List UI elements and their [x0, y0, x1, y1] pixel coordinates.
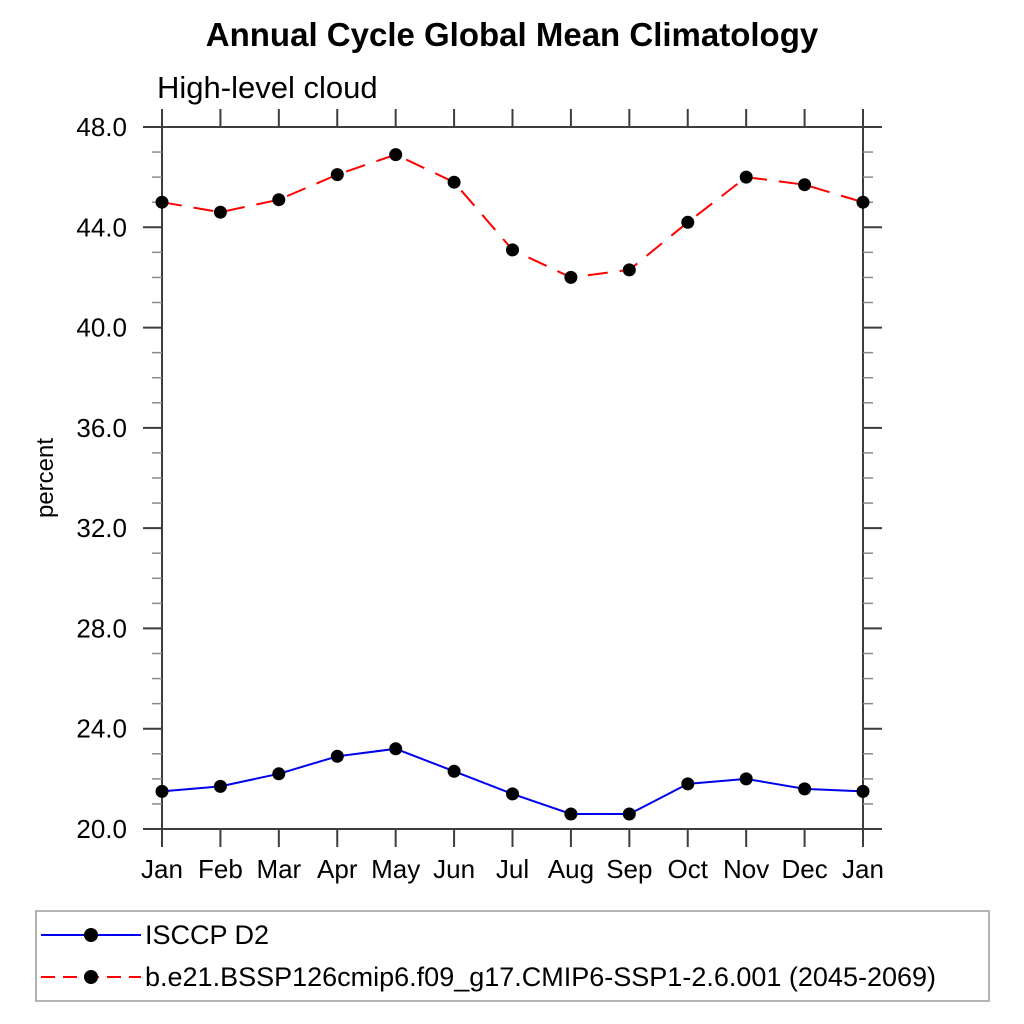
x-tick-label: Feb: [198, 854, 243, 884]
x-tick-label: Jan: [141, 854, 183, 884]
y-tick-label: 44.0: [76, 212, 127, 242]
legend-label-model-run: b.e21.BSSP126cmip6.f09_g17.CMIP6-SSP1-2.…: [145, 961, 937, 992]
data-point-marker-series-0: [681, 777, 695, 791]
y-tick-label: 36.0: [76, 413, 127, 443]
legend-item-isccp-d2: ISCCP D2: [39, 920, 269, 950]
y-tick-label: 32.0: [76, 513, 127, 543]
x-tick-label: Mar: [256, 854, 301, 884]
x-tick-label: Oct: [668, 854, 709, 884]
legend-line-sample-blue: [41, 928, 141, 942]
x-tick-label: Aug: [548, 854, 594, 884]
series-line-1: [161, 153, 864, 279]
data-point-marker-series-0: [155, 784, 169, 798]
data-point-marker-series-1: [798, 178, 812, 192]
data-point-marker-series-0: [213, 779, 227, 793]
data-point-marker-series-1: [389, 148, 403, 162]
x-tick-label: May: [371, 854, 420, 884]
x-tick-label: Sep: [606, 854, 652, 884]
legend-line-sample-red-dashed: [41, 970, 141, 984]
data-point-marker-series-1: [564, 270, 578, 284]
series-line-0: [161, 747, 864, 815]
legend-swatch-marker-0: [84, 928, 98, 942]
y-tick-label: 48.0: [76, 112, 127, 142]
data-point-marker-series-0: [330, 749, 344, 763]
legend-swatch-marker-1: [84, 970, 98, 984]
y-tick-label: 24.0: [76, 714, 127, 744]
data-point-marker-series-0: [622, 807, 636, 821]
legend-item-model-run: b.e21.BSSP126cmip6.f09_g17.CMIP6-SSP1-2.…: [39, 962, 936, 992]
y-tick-label: 28.0: [76, 613, 127, 643]
x-tick-label: Dec: [781, 854, 827, 884]
data-point-marker-series-0: [272, 767, 286, 781]
y-tick-label: 20.0: [76, 814, 127, 844]
x-tick-label: Jul: [496, 854, 529, 884]
data-point-marker-series-0: [506, 787, 519, 801]
chart-title: Annual Cycle Global Mean Climatology: [205, 16, 819, 53]
data-point-marker-series-0: [389, 742, 403, 756]
x-tick-label: Apr: [317, 854, 358, 884]
x-tick-label: Jan: [842, 854, 884, 884]
data-point-marker-series-1: [739, 170, 753, 184]
data-point-marker-series-1: [213, 205, 227, 219]
legend: ISCCP D2 b.e21.BSSP126cmip6.f09_g17.CMIP…: [35, 910, 990, 1002]
data-point-marker-series-1: [155, 195, 169, 209]
data-point-marker-series-0: [856, 784, 870, 798]
y-tick-label: 40.0: [76, 313, 127, 343]
data-point-marker-series-0: [798, 782, 812, 796]
data-point-marker-series-0: [447, 764, 461, 778]
x-tick-label: Jun: [433, 854, 475, 884]
data-point-marker-series-1: [622, 263, 636, 277]
data-point-marker-series-1: [681, 215, 695, 229]
data-point-marker-series-1: [330, 168, 344, 182]
data-point-marker-series-0: [564, 807, 578, 821]
data-point-marker-series-1: [447, 175, 461, 189]
chart-subtitle: High-level cloud: [157, 70, 378, 105]
plot-frame: [161, 126, 864, 830]
legend-label-isccp-d2: ISCCP D2: [145, 919, 270, 950]
data-point-marker-series-1: [272, 193, 286, 207]
x-tick-label: Nov: [723, 854, 769, 884]
data-point-marker-series-1: [856, 195, 870, 209]
data-point-marker-series-0: [739, 772, 753, 786]
data-point-marker-series-1: [506, 243, 519, 257]
